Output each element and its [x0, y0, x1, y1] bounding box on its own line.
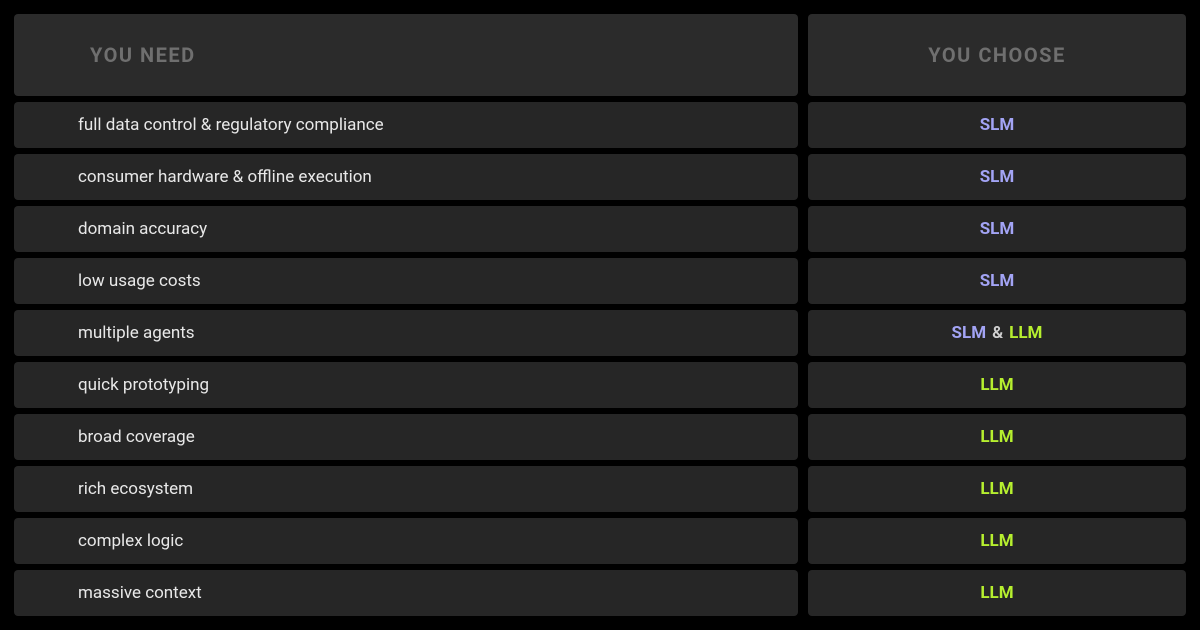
need-cell: quick prototyping	[14, 362, 798, 408]
need-cell: rich ecosystem	[14, 466, 798, 512]
table-row: domain accuracy SLM	[14, 206, 1186, 252]
choice-cell: SLM	[808, 154, 1186, 200]
table-header-row: YOU NEED YOU CHOOSE	[14, 14, 1186, 96]
choice-cell: LLM	[808, 362, 1186, 408]
choice-llm: LLM	[980, 583, 1013, 603]
table-row: full data control & regulatory complianc…	[14, 102, 1186, 148]
table-row: consumer hardware & offline execution SLM	[14, 154, 1186, 200]
need-cell: multiple agents	[14, 310, 798, 356]
choice-cell: LLM	[808, 414, 1186, 460]
need-cell: domain accuracy	[14, 206, 798, 252]
choice-slm: SLM	[952, 323, 987, 343]
choice-cell: SLM	[808, 206, 1186, 252]
need-cell: complex logic	[14, 518, 798, 564]
choice-slm: SLM	[980, 115, 1015, 135]
header-choice: YOU CHOOSE	[808, 14, 1186, 96]
table-row: broad coverage LLM	[14, 414, 1186, 460]
table-row: quick prototyping LLM	[14, 362, 1186, 408]
table-row: massive context LLM	[14, 570, 1186, 616]
header-need: YOU NEED	[14, 14, 798, 96]
choice-slm: SLM	[980, 271, 1015, 291]
need-cell: low usage costs	[14, 258, 798, 304]
choice-llm: LLM	[980, 479, 1013, 499]
need-cell: full data control & regulatory complianc…	[14, 102, 798, 148]
choice-llm: LLM	[980, 427, 1013, 447]
choice-cell: LLM	[808, 570, 1186, 616]
choice-slm: SLM	[980, 219, 1015, 239]
choice-llm: LLM	[980, 375, 1013, 395]
ampersand: &	[992, 323, 1003, 343]
table-row: complex logic LLM	[14, 518, 1186, 564]
table-row: low usage costs SLM	[14, 258, 1186, 304]
choice-llm: LLM	[1009, 323, 1042, 343]
need-cell: broad coverage	[14, 414, 798, 460]
choice-llm: LLM	[980, 531, 1013, 551]
table-row: multiple agentsSLM&LLM	[14, 310, 1186, 356]
table-row: rich ecosystem LLM	[14, 466, 1186, 512]
comparison-table: YOU NEED YOU CHOOSE full data control & …	[14, 14, 1186, 616]
choice-cell: LLM	[808, 466, 1186, 512]
choice-cell: LLM	[808, 518, 1186, 564]
choice-cell: SLM	[808, 258, 1186, 304]
need-cell: massive context	[14, 570, 798, 616]
choice-slm: SLM	[980, 167, 1015, 187]
need-cell: consumer hardware & offline execution	[14, 154, 798, 200]
choice-cell: SLM	[808, 102, 1186, 148]
choice-cell: SLM&LLM	[808, 310, 1186, 356]
